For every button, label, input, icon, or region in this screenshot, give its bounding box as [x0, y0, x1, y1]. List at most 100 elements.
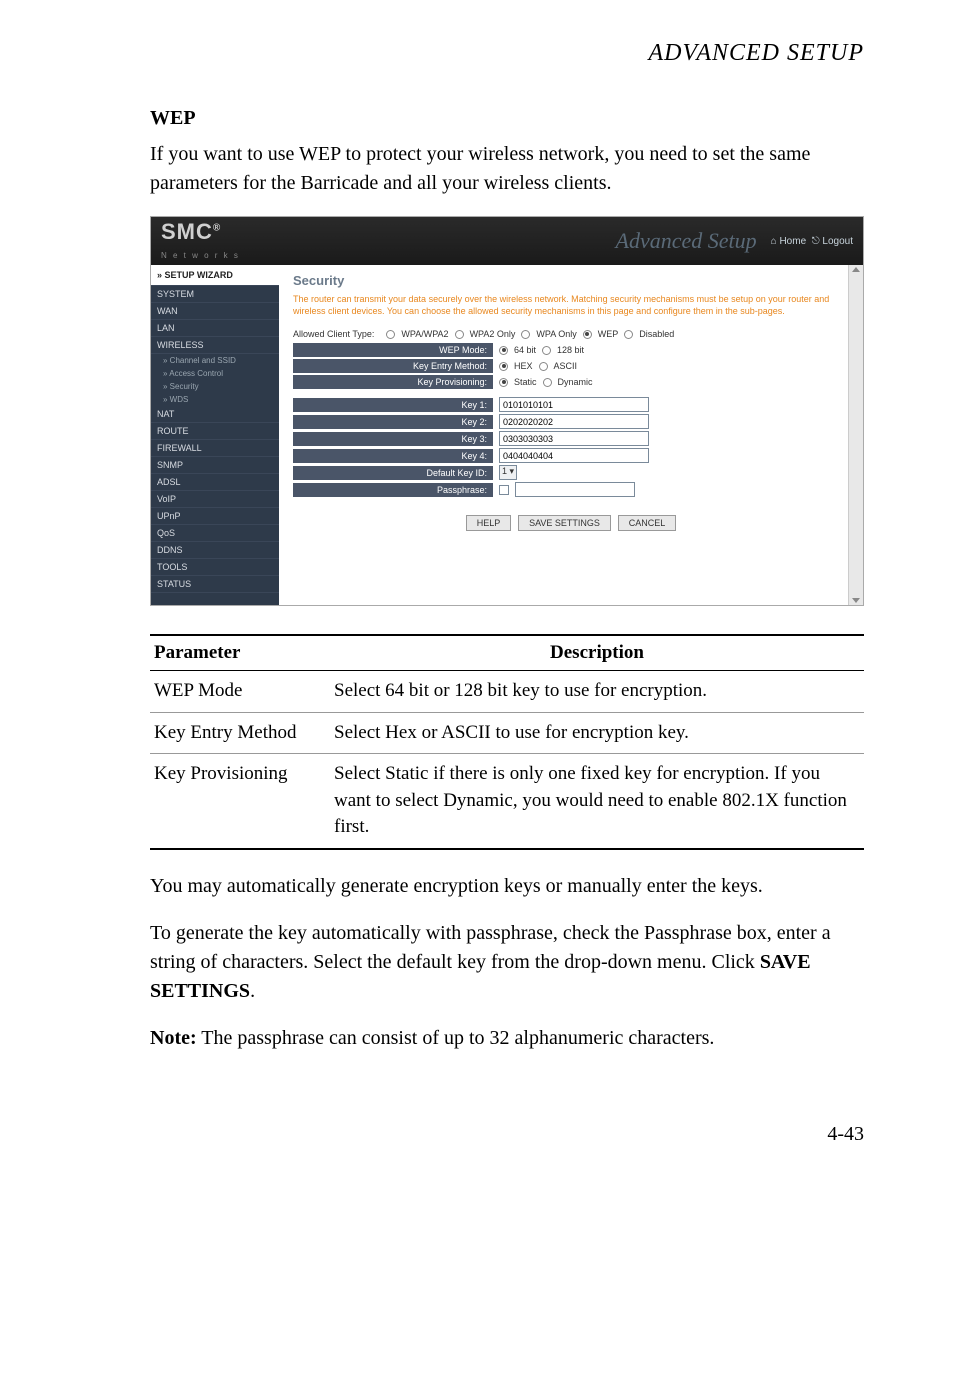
sidebar-item-adsl[interactable]: ADSL — [151, 474, 279, 491]
sidebar-sub-wds[interactable]: » WDS — [151, 393, 279, 406]
page-header: ADVANCED SETUP — [150, 40, 864, 67]
page-number: 4-43 — [150, 1123, 864, 1146]
client-type-options: WPA/WPA2 WPA2 Only WPA Only WEP Disabled — [380, 329, 849, 339]
ss-toplinks: ⌂ Home ⎋ Logout — [771, 236, 853, 247]
sidebar-item-status[interactable]: STATUS — [151, 576, 279, 593]
radio-ascii[interactable] — [539, 362, 548, 371]
input-key3[interactable] — [499, 431, 649, 446]
opt-wpa2only: WPA2 Only — [470, 329, 516, 339]
input-key4[interactable] — [499, 448, 649, 463]
sidebar-item-upnp[interactable]: UPnP — [151, 508, 279, 525]
scrollbar[interactable] — [848, 265, 863, 605]
col-description: Description — [330, 635, 864, 671]
save-settings-button[interactable]: SAVE SETTINGS — [518, 515, 611, 531]
radio-wpawpa2[interactable] — [386, 330, 395, 339]
opt-static: Static — [514, 377, 537, 387]
label-passphrase: Passphrase: — [293, 483, 493, 497]
radio-dynamic[interactable] — [543, 378, 552, 387]
opt-dynamic: Dynamic — [558, 377, 593, 387]
ss-content: Security The router can transmit your da… — [279, 265, 863, 605]
input-passphrase[interactable] — [515, 482, 635, 497]
input-key1[interactable] — [499, 397, 649, 412]
help-button[interactable]: HELP — [466, 515, 512, 531]
ss-logo-sub: N e t w o r k s — [161, 251, 240, 260]
sidebar-sub-access[interactable]: » Access Control — [151, 367, 279, 380]
radio-disabled[interactable] — [624, 330, 633, 339]
label-allowed-client: Allowed Client Type: — [293, 327, 380, 341]
radio-wpa2only[interactable] — [455, 330, 464, 339]
param-wep-mode: WEP Mode — [150, 671, 330, 713]
ss-topbar: SMC® N e t w o r k s Advanced Setup ⌂ Ho… — [151, 217, 863, 265]
note-paragraph: Note: The passphrase can consist of up t… — [150, 1024, 864, 1053]
desc-key-provisioning: Select Static if there is only one fixed… — [330, 754, 864, 849]
desc-key-entry: Select Hex or ASCII to use for encryptio… — [330, 712, 864, 754]
table-row: Key Provisioning Select Static if there … — [150, 754, 864, 849]
opt-wpawpa2: WPA/WPA2 — [401, 329, 448, 339]
opt-hex: HEX — [514, 361, 533, 371]
intro-paragraph: If you want to use WEP to protect your w… — [150, 140, 864, 198]
label-key3: Key 3: — [293, 432, 493, 446]
sidebar-item-wireless[interactable]: WIRELESS — [151, 337, 279, 354]
select-default-key[interactable]: 1 ▾ — [499, 465, 517, 480]
sidebar-item-qos[interactable]: QoS — [151, 525, 279, 542]
sidebar-item-route[interactable]: ROUTE — [151, 423, 279, 440]
sidebar-item-system[interactable]: SYSTEM — [151, 286, 279, 303]
para-auto-generate: You may automatically generate encryptio… — [150, 872, 864, 901]
label-key1: Key 1: — [293, 398, 493, 412]
sidebar-item-voip[interactable]: VoIP — [151, 491, 279, 508]
param-key-entry: Key Entry Method — [150, 712, 330, 754]
radio-wpaonly[interactable] — [521, 330, 530, 339]
radio-static[interactable] — [499, 378, 508, 387]
label-default-key: Default Key ID: — [293, 466, 493, 480]
sidebar-item-lan[interactable]: LAN — [151, 320, 279, 337]
opt-128bit: 128 bit — [557, 345, 584, 355]
content-title-security: Security — [293, 273, 849, 288]
input-key2[interactable] — [499, 414, 649, 429]
opt-wpaonly: WPA Only — [536, 329, 576, 339]
parameter-table: Parameter Description WEP Mode Select 64… — [150, 634, 864, 850]
table-row: Key Entry Method Select Hex or ASCII to … — [150, 712, 864, 754]
para-generate-key: To generate the key automatically with p… — [150, 919, 864, 1006]
radio-64bit[interactable] — [499, 346, 508, 355]
label-key-provisioning: Key Provisioning: — [293, 375, 493, 389]
sidebar-item-firewall[interactable]: FIREWALL — [151, 440, 279, 457]
desc-wep-mode: Select 64 bit or 128 bit key to use for … — [330, 671, 864, 713]
checkbox-passphrase[interactable] — [499, 485, 509, 495]
sidebar-item-ddns[interactable]: DDNS — [151, 542, 279, 559]
para-gen-tail: . — [250, 980, 255, 1002]
content-description: The router can transmit your data secure… — [293, 294, 849, 317]
label-key4: Key 4: — [293, 449, 493, 463]
col-parameter: Parameter — [150, 635, 330, 671]
opt-64bit: 64 bit — [514, 345, 536, 355]
label-wep-mode: WEP Mode: — [293, 343, 493, 357]
ss-logo-text: SMC® — [161, 219, 221, 244]
button-row: HELP SAVE SETTINGS CANCEL — [293, 515, 849, 531]
sidebar-item-tools[interactable]: TOOLS — [151, 559, 279, 576]
param-key-provisioning: Key Provisioning — [150, 754, 330, 849]
note-label: Note: — [150, 1027, 197, 1049]
sidebar-item-setup-wizard[interactable]: » SETUP WIZARD — [151, 265, 279, 286]
sidebar-sub-security[interactable]: » Security — [151, 380, 279, 393]
ss-logo: SMC® N e t w o r k s — [161, 219, 240, 263]
opt-disabled: Disabled — [639, 329, 674, 339]
sidebar-item-wan[interactable]: WAN — [151, 303, 279, 320]
table-row: WEP Mode Select 64 bit or 128 bit key to… — [150, 671, 864, 713]
router-ui-screenshot: SMC® N e t w o r k s Advanced Setup ⌂ Ho… — [150, 216, 864, 606]
label-key-entry: Key Entry Method: — [293, 359, 493, 373]
home-icon: ⌂ — [771, 236, 777, 247]
sidebar-item-snmp[interactable]: SNMP — [151, 457, 279, 474]
radio-wep[interactable] — [583, 330, 592, 339]
cancel-button[interactable]: CANCEL — [618, 515, 677, 531]
sidebar-sub-channel[interactable]: » Channel and SSID — [151, 354, 279, 367]
logout-link[interactable]: Logout — [822, 236, 853, 247]
ss-brand-text: Advanced Setup — [616, 228, 757, 254]
opt-ascii: ASCII — [554, 361, 578, 371]
radio-128bit[interactable] — [542, 346, 551, 355]
note-body: The passphrase can consist of up to 32 a… — [197, 1027, 715, 1049]
opt-wep: WEP — [598, 329, 619, 339]
logout-icon: ⎋ — [812, 236, 820, 247]
home-link[interactable]: Home — [779, 236, 806, 247]
section-heading-wep: WEP — [150, 107, 864, 130]
radio-hex[interactable] — [499, 362, 508, 371]
sidebar-item-nat[interactable]: NAT — [151, 406, 279, 423]
